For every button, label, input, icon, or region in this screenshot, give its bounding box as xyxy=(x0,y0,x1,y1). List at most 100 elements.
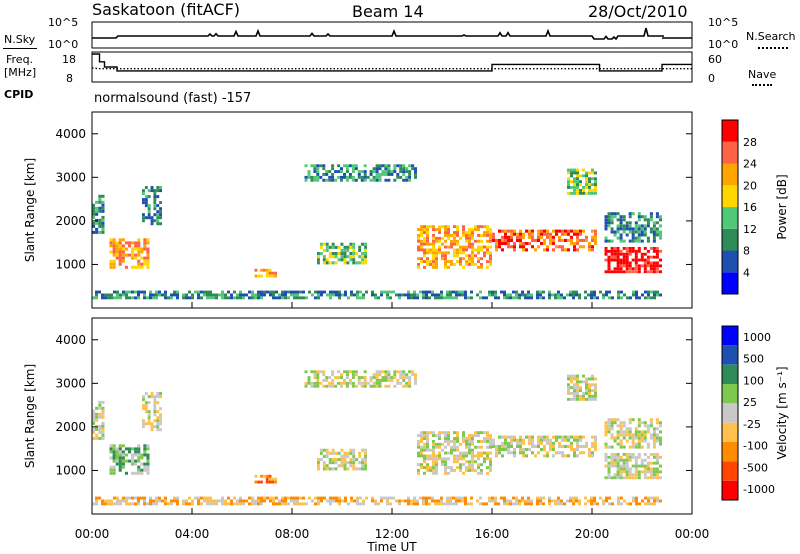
x-tick-label: 16:00 xyxy=(475,527,510,541)
power-colorbar-tick: 16 xyxy=(743,201,757,214)
velocity-colorbar-frame xyxy=(721,325,739,501)
velocity-colorbar-swatch xyxy=(722,461,738,481)
power-y-tick-label: 3000 xyxy=(55,170,86,184)
velocity-colorbar-tick: 500 xyxy=(743,353,764,366)
velocity-colorbar-tick: 1000 xyxy=(743,331,771,344)
x-tick-label: 08:00 xyxy=(275,527,310,541)
nsearch-label: N.Search xyxy=(746,30,796,43)
power-y-axis-label: Slant Range [km] xyxy=(23,158,37,262)
freq-line xyxy=(92,53,692,72)
power-y-tick-label: 4000 xyxy=(55,127,86,141)
power-colorbar-tick: 8 xyxy=(743,245,750,258)
power-echo-band xyxy=(92,194,105,234)
velocity-panel-frame xyxy=(91,317,693,515)
power-echo-band xyxy=(417,225,492,269)
velocity-colorbar-swatch xyxy=(722,442,738,462)
power-colorbar-swatch xyxy=(722,250,738,273)
nsky-label: N.Sky xyxy=(4,33,36,46)
velocity-y-tick-label: 3000 xyxy=(55,376,86,390)
velocity-y-axis-label: Slant Range [km] xyxy=(23,364,37,468)
power-echo-band xyxy=(254,268,277,278)
velocity-colorbar-swatch xyxy=(722,326,738,346)
nsky-line xyxy=(92,27,664,41)
velocity-y-tick-label: 1000 xyxy=(55,463,86,477)
velocity-echo-band xyxy=(604,453,662,480)
nave-line xyxy=(91,67,692,70)
velocity-echo-band xyxy=(492,435,597,458)
power-echo-band xyxy=(317,242,367,265)
x-tick-label: 12:00 xyxy=(375,527,410,541)
velocity-echo-band xyxy=(604,418,662,449)
power-echo-band xyxy=(604,247,662,274)
cpid-label: CPID xyxy=(4,88,34,101)
nsearch-legend-line xyxy=(758,47,788,49)
velocity-echo-band xyxy=(92,496,662,506)
freq-unit-label: [MHz] xyxy=(4,66,37,79)
station-title: Saskatoon (fitACF) xyxy=(92,0,241,19)
noise-y2-tick-high: 10^5 xyxy=(708,16,738,29)
velocity-colorbar-swatch xyxy=(722,384,738,404)
velocity-colorbar-tick: -1000 xyxy=(743,483,775,496)
freq-y-tick-high: 18 xyxy=(62,53,76,66)
nave-y-tick-low: 0 xyxy=(708,72,715,85)
power-y-tick-label: 1000 xyxy=(55,257,86,271)
velocity-echo-band xyxy=(567,374,597,401)
velocity-echo-band xyxy=(254,474,277,484)
velocity-y-tick-label: 4000 xyxy=(55,333,86,347)
x-axis-label: Time UT xyxy=(366,540,417,554)
velocity-echo-band xyxy=(317,448,367,471)
power-colorbar-swatch xyxy=(722,120,738,142)
power-echo-band xyxy=(492,229,597,252)
velocity-colorbar-tick: 25 xyxy=(743,396,757,409)
power-echo-band xyxy=(92,290,662,300)
velocity-y-tick-label: 2000 xyxy=(55,420,86,434)
velocity-colorbar-swatch xyxy=(722,422,738,442)
velocity-echo-band xyxy=(109,444,150,475)
x-tick-label: 04:00 xyxy=(175,527,210,541)
power-colorbar-tick: 28 xyxy=(743,136,757,149)
freq-y-tick-low: 8 xyxy=(66,72,73,85)
x-tick-label: 00:00 xyxy=(675,527,710,541)
velocity-colorbar-swatch xyxy=(722,480,738,500)
nsky-legend-line xyxy=(3,48,37,49)
velocity-echo-band xyxy=(304,370,417,388)
power-y-tick-label: 2000 xyxy=(55,214,86,228)
power-colorbar-label: Power [dB] xyxy=(775,174,789,239)
power-colorbar-frame xyxy=(721,119,739,295)
x-tick-label: 00:00 xyxy=(75,527,110,541)
date-title: 28/Oct/2010 xyxy=(588,2,688,21)
freq-panel-frame xyxy=(91,51,693,83)
nave-label: Nave xyxy=(748,68,777,81)
power-panel-frame xyxy=(91,111,693,309)
power-echo-band xyxy=(109,238,150,269)
power-echo-band xyxy=(567,168,597,195)
power-colorbar-tick: 24 xyxy=(743,158,757,171)
power-colorbar-swatch xyxy=(722,207,738,229)
velocity-colorbar-tick: -100 xyxy=(743,440,768,453)
velocity-colorbar-tick: -25 xyxy=(743,418,761,431)
x-tick-label: 20:00 xyxy=(575,527,610,541)
power-colorbar-tick: 12 xyxy=(743,223,757,236)
power-colorbar-swatch xyxy=(722,163,738,186)
velocity-echo-band xyxy=(142,392,162,432)
cpid-text: normalsound (fast) -157 xyxy=(94,91,252,106)
freq-label: Freq. xyxy=(6,53,34,66)
beam-title: Beam 14 xyxy=(352,2,424,21)
power-echo-band xyxy=(304,164,417,182)
noise-y2-tick-low: 10^0 xyxy=(708,38,738,51)
velocity-colorbar-tick: -500 xyxy=(743,461,768,474)
velocity-colorbar-swatch xyxy=(722,403,738,423)
velocity-colorbar-label: Velocity [m s⁻¹] xyxy=(775,366,789,459)
power-colorbar-tick: 4 xyxy=(743,266,750,279)
power-echo-band xyxy=(142,186,162,226)
noise-y-tick-high: 10^5 xyxy=(48,16,78,29)
noise-panel-frame xyxy=(91,21,693,49)
power-echo-band xyxy=(604,212,662,243)
velocity-colorbar-swatch xyxy=(722,345,738,365)
power-colorbar-swatch xyxy=(722,185,738,208)
power-colorbar-swatch xyxy=(722,141,738,164)
power-colorbar-swatch xyxy=(722,272,738,295)
power-colorbar-swatch xyxy=(722,228,738,251)
velocity-colorbar-tick: 100 xyxy=(743,374,764,387)
